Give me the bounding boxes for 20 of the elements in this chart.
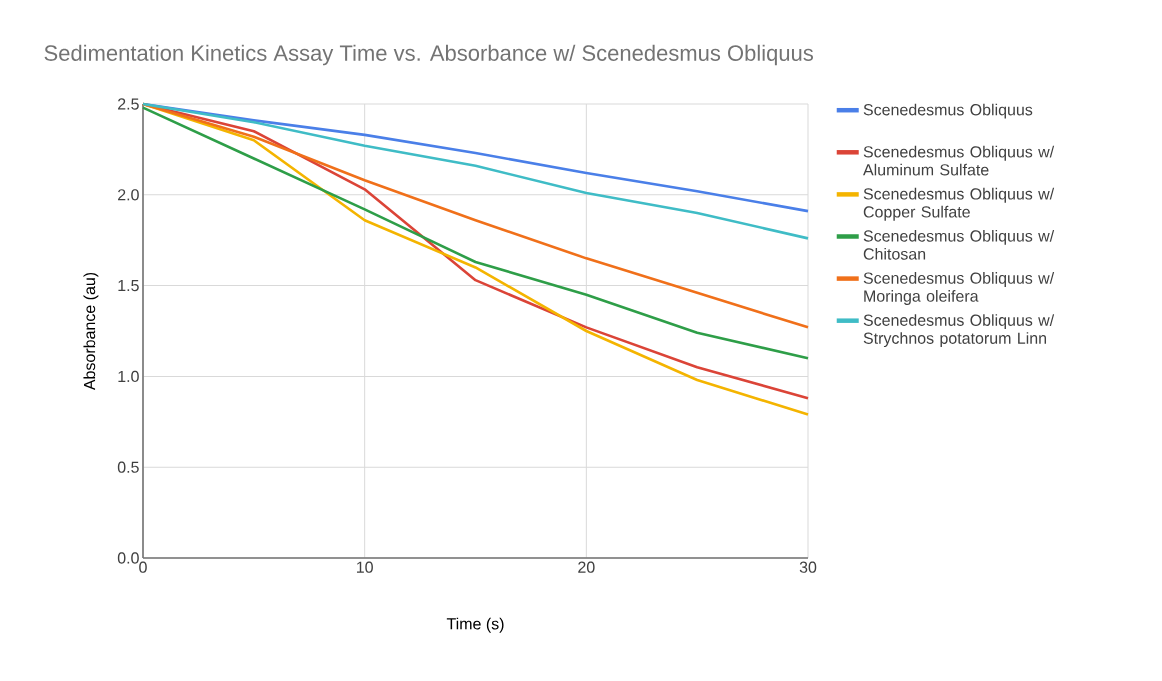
x-tick-label: 20 (578, 561, 595, 573)
x-tick-label: 0 (139, 561, 147, 573)
legend-label: Scenedesmus Obliquus w/ Chitosan (863, 229, 1055, 260)
y-tick-label: 0.0 (117, 552, 139, 564)
y-tick-label: 2.5 (118, 98, 139, 110)
legend-label: Scenedesmus Obliquus w/ Strychnos potatorum Linn (863, 314, 1055, 348)
x-tick-label: 30 (799, 561, 817, 573)
y-tick-label: 2.0 (118, 189, 139, 201)
legend-label: Scenedesmus Obliquus w/ Moringa oleifera (863, 272, 1055, 305)
legend-label: Scenedesmus Obliquus w/ Copper Sulfate (863, 187, 1055, 221)
y-tick-label: 1.5 (118, 280, 139, 292)
y-axis-title: Absorbance (au) (83, 272, 99, 391)
legend-label: Scenedesmus Obliquus w/ Aluminum Sulfate (863, 145, 1055, 176)
x-tick-label: 10 (356, 561, 373, 573)
line-series (141, 102, 810, 240)
x-axis-title: Time (s) (446, 617, 504, 633)
chart-title: Sedimentation Kinetics Assay Time vs. Absorbance w/ Scenedesmus Obliquus (44, 44, 814, 66)
y-tick-label: 0.5 (117, 461, 139, 473)
legend-label: Scenedesmus Obliquus (863, 103, 1033, 119)
y-tick-label: 1.0 (118, 370, 139, 383)
